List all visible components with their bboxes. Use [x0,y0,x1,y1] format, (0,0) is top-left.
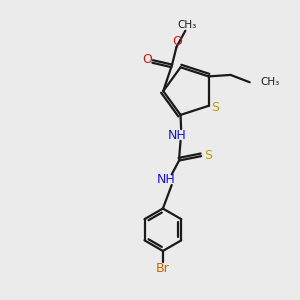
Text: O: O [143,52,153,65]
Text: Br: Br [156,262,170,275]
Text: CH₃: CH₃ [260,77,279,87]
Text: CH₃: CH₃ [177,20,196,30]
Text: NH: NH [156,173,175,186]
Text: O: O [172,35,182,48]
Text: NH: NH [168,129,187,142]
Text: S: S [211,101,219,114]
Text: S: S [204,149,212,162]
